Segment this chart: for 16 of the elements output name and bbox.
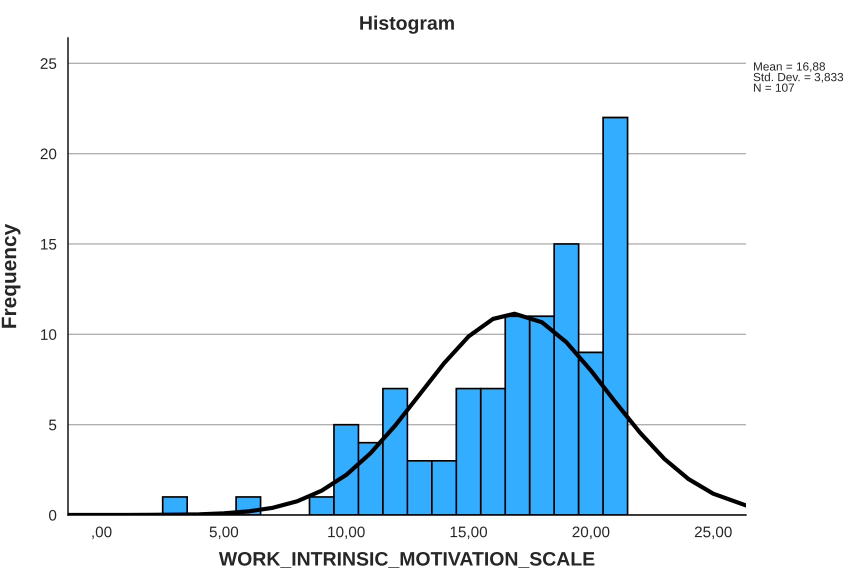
x-tick-label: 10,00 [328, 526, 365, 540]
x-tick-label: 15,00 [450, 526, 488, 540]
text: Mean = 16,88 Std. Dev. = 3,833 N = 107 [754, 62, 844, 92]
y-tick-label: 15 [41, 239, 56, 250]
x-tick-label: 5,00 [210, 526, 238, 540]
x-tick-label: 25,00 [694, 526, 732, 540]
x-axis-title: WORK_INTRINSIC_MOTIVATION_SCALE [218, 552, 594, 568]
y-tick-label: 5 [49, 420, 56, 430]
y-tick-label: 0 [48, 510, 56, 521]
x-tick-label: ,00 [92, 526, 112, 540]
y-tick-label: 20 [40, 148, 56, 160]
y-tick-label: 25 [40, 58, 56, 69]
y-tick-label: 10 [41, 329, 56, 340]
x-tick-label: 20,00 [572, 526, 610, 540]
y-axis-title: Frequency [2, 224, 20, 328]
chart-title: Histogram [360, 16, 454, 34]
